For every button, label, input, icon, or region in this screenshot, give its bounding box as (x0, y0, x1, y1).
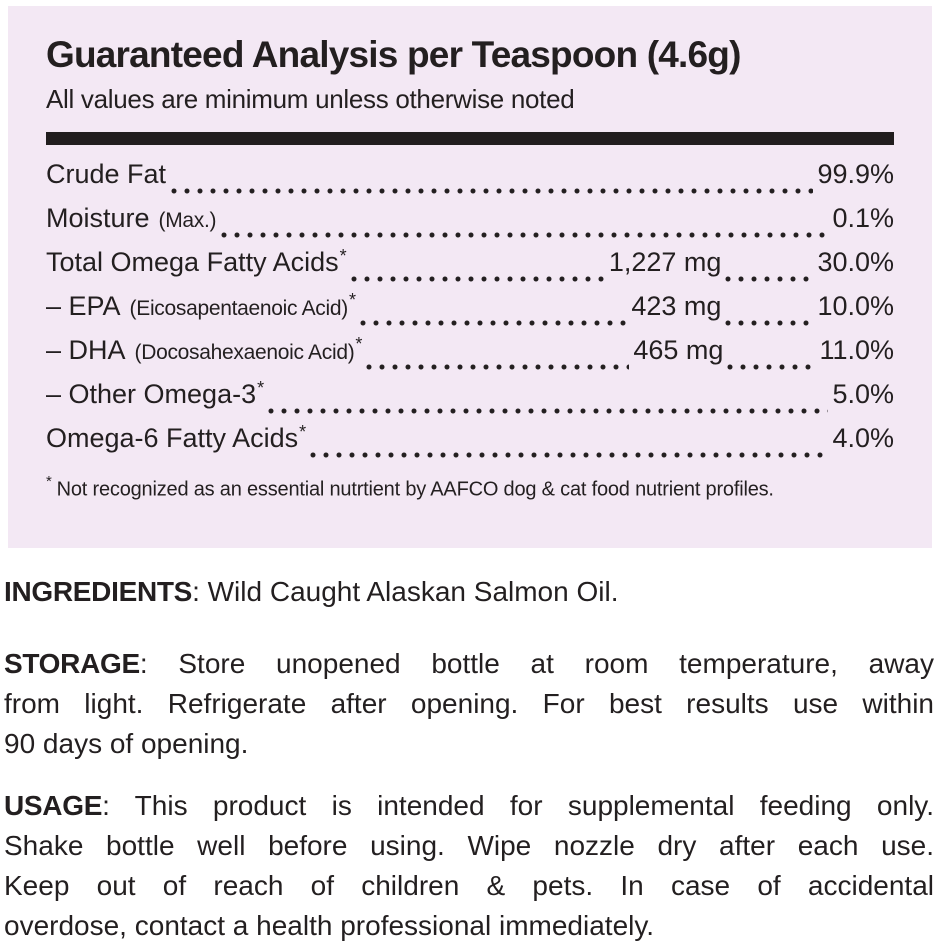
leader-dots (725, 320, 814, 326)
leader-dots (366, 364, 630, 370)
leader-dots (725, 276, 814, 282)
row-label: Crude Fat (46, 159, 167, 189)
leader-dots (727, 364, 816, 370)
ingredients-label: INGREDIENTS (4, 576, 193, 607)
row-label: – DHA (Docosahexaenoic Acid)* (46, 334, 363, 365)
leader-dots (359, 320, 628, 326)
row-label: Total Omega Fatty Acids* (46, 246, 347, 277)
leader-dots (310, 452, 829, 458)
panel-subtitle: All values are minimum unless otherwise … (46, 84, 575, 114)
row-label: Moisture (Max.) (46, 203, 217, 233)
storage-label: STORAGE (4, 648, 140, 679)
guaranteed-analysis-panel: Guaranteed Analysis per Teaspoon (4.6g) … (8, 6, 932, 548)
row-value-mg: 465 mg (633, 335, 724, 365)
aafco-footnote: * Not recognized as an essential nutrtien… (46, 473, 774, 501)
storage-section: STORAGE: Store unopened bottle at room t… (4, 648, 934, 759)
table-row: Total Omega Fatty Acids* 1,227 mg 30.0% (46, 246, 894, 291)
row-label: – EPA (Eicosapentaenoic Acid)* (46, 290, 356, 321)
row-label: – Other Omega-3* (46, 378, 265, 409)
panel-title: Guaranteed Analysis per Teaspoon (4.6g) (46, 34, 741, 75)
row-label: Omega-6 Fatty Acids* (46, 422, 307, 453)
row-value-pct: 30.0% (817, 247, 894, 277)
table-row: – Other Omega-3* 5.0% (46, 378, 894, 423)
leader-dots (350, 276, 605, 282)
leader-dots (171, 188, 814, 194)
analysis-table: Crude Fat 99.9% Moisture (Max.) 0.1% Tota… (46, 159, 894, 467)
table-row: – EPA (Eicosapentaenoic Acid)* 423 mg 10.… (46, 290, 894, 335)
usage-label: USAGE (4, 790, 103, 821)
row-value-pct: 4.0% (832, 423, 894, 453)
divider-bar (46, 132, 894, 145)
ingredients-text: Wild Caught Alaskan Salmon Oil. (207, 576, 619, 607)
row-value-mg: 423 mg (631, 291, 722, 321)
row-value-pct: 5.0% (832, 379, 894, 409)
row-value-pct: 99.9% (817, 159, 894, 189)
leader-dots (221, 232, 829, 238)
table-row: Crude Fat 99.9% (46, 159, 894, 203)
ingredients-section: INGREDIENTS: Wild Caught Alaskan Salmon … (4, 576, 619, 607)
footnote-asterisk: * (46, 473, 52, 490)
table-row: Omega-6 Fatty Acids* 4.0% (46, 422, 894, 467)
label-info-text: INGREDIENTS: Wild Caught Alaskan Salmon … (4, 548, 934, 946)
table-row: – DHA (Docosahexaenoic Acid)* 465 mg 11.0… (46, 334, 894, 379)
row-value-pct: 11.0% (819, 335, 894, 365)
leader-dots (268, 408, 829, 414)
row-value-pct: 10.0% (817, 291, 894, 321)
usage-section: USAGE: This product is intended for supp… (4, 790, 934, 941)
row-value-pct: 0.1% (832, 203, 894, 233)
table-row: Moisture (Max.) 0.1% (46, 203, 894, 247)
row-value-mg: 1,227 mg (608, 247, 722, 277)
